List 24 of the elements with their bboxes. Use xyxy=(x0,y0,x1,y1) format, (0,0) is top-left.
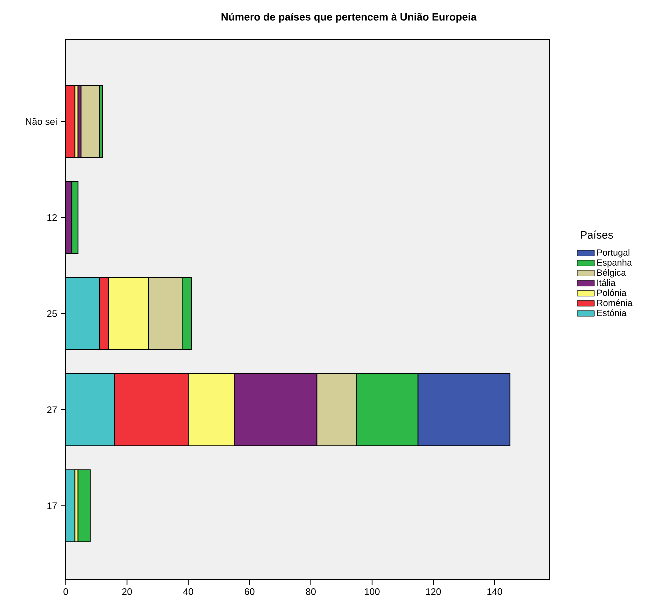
legend-label: Polónia xyxy=(598,290,627,296)
legend-label: Estónia xyxy=(598,310,627,316)
bar xyxy=(80,85,100,158)
y-tick-label: 12 xyxy=(48,214,58,222)
x-tick-label: 40 xyxy=(183,588,194,596)
y-tick-label: 25 xyxy=(47,310,58,318)
legend-label: Portugal xyxy=(598,249,630,258)
legend-label: Bélgica xyxy=(598,269,626,278)
legend-label: Espanha xyxy=(598,259,632,268)
x-tick-label: 100 xyxy=(365,588,380,596)
legend-title: Países xyxy=(581,230,614,239)
x-tick-label: 20 xyxy=(122,588,132,596)
x-tick-label: 80 xyxy=(306,588,316,596)
legend-label: Itália xyxy=(598,279,616,286)
x-tick-label: 0 xyxy=(64,588,68,596)
x-tick-label: 140 xyxy=(488,588,502,596)
x-tick-label: 60 xyxy=(245,588,255,596)
bar xyxy=(78,470,91,542)
y-tick-label: Não sei xyxy=(26,118,57,126)
y-tick-label: 27 xyxy=(47,406,58,414)
legend-label: Roménia xyxy=(598,300,633,306)
chart-title: Número de países que pertencem à União Europeia xyxy=(222,13,477,23)
y-tick-label: 17 xyxy=(48,502,58,510)
x-tick-label: 120 xyxy=(426,588,442,596)
